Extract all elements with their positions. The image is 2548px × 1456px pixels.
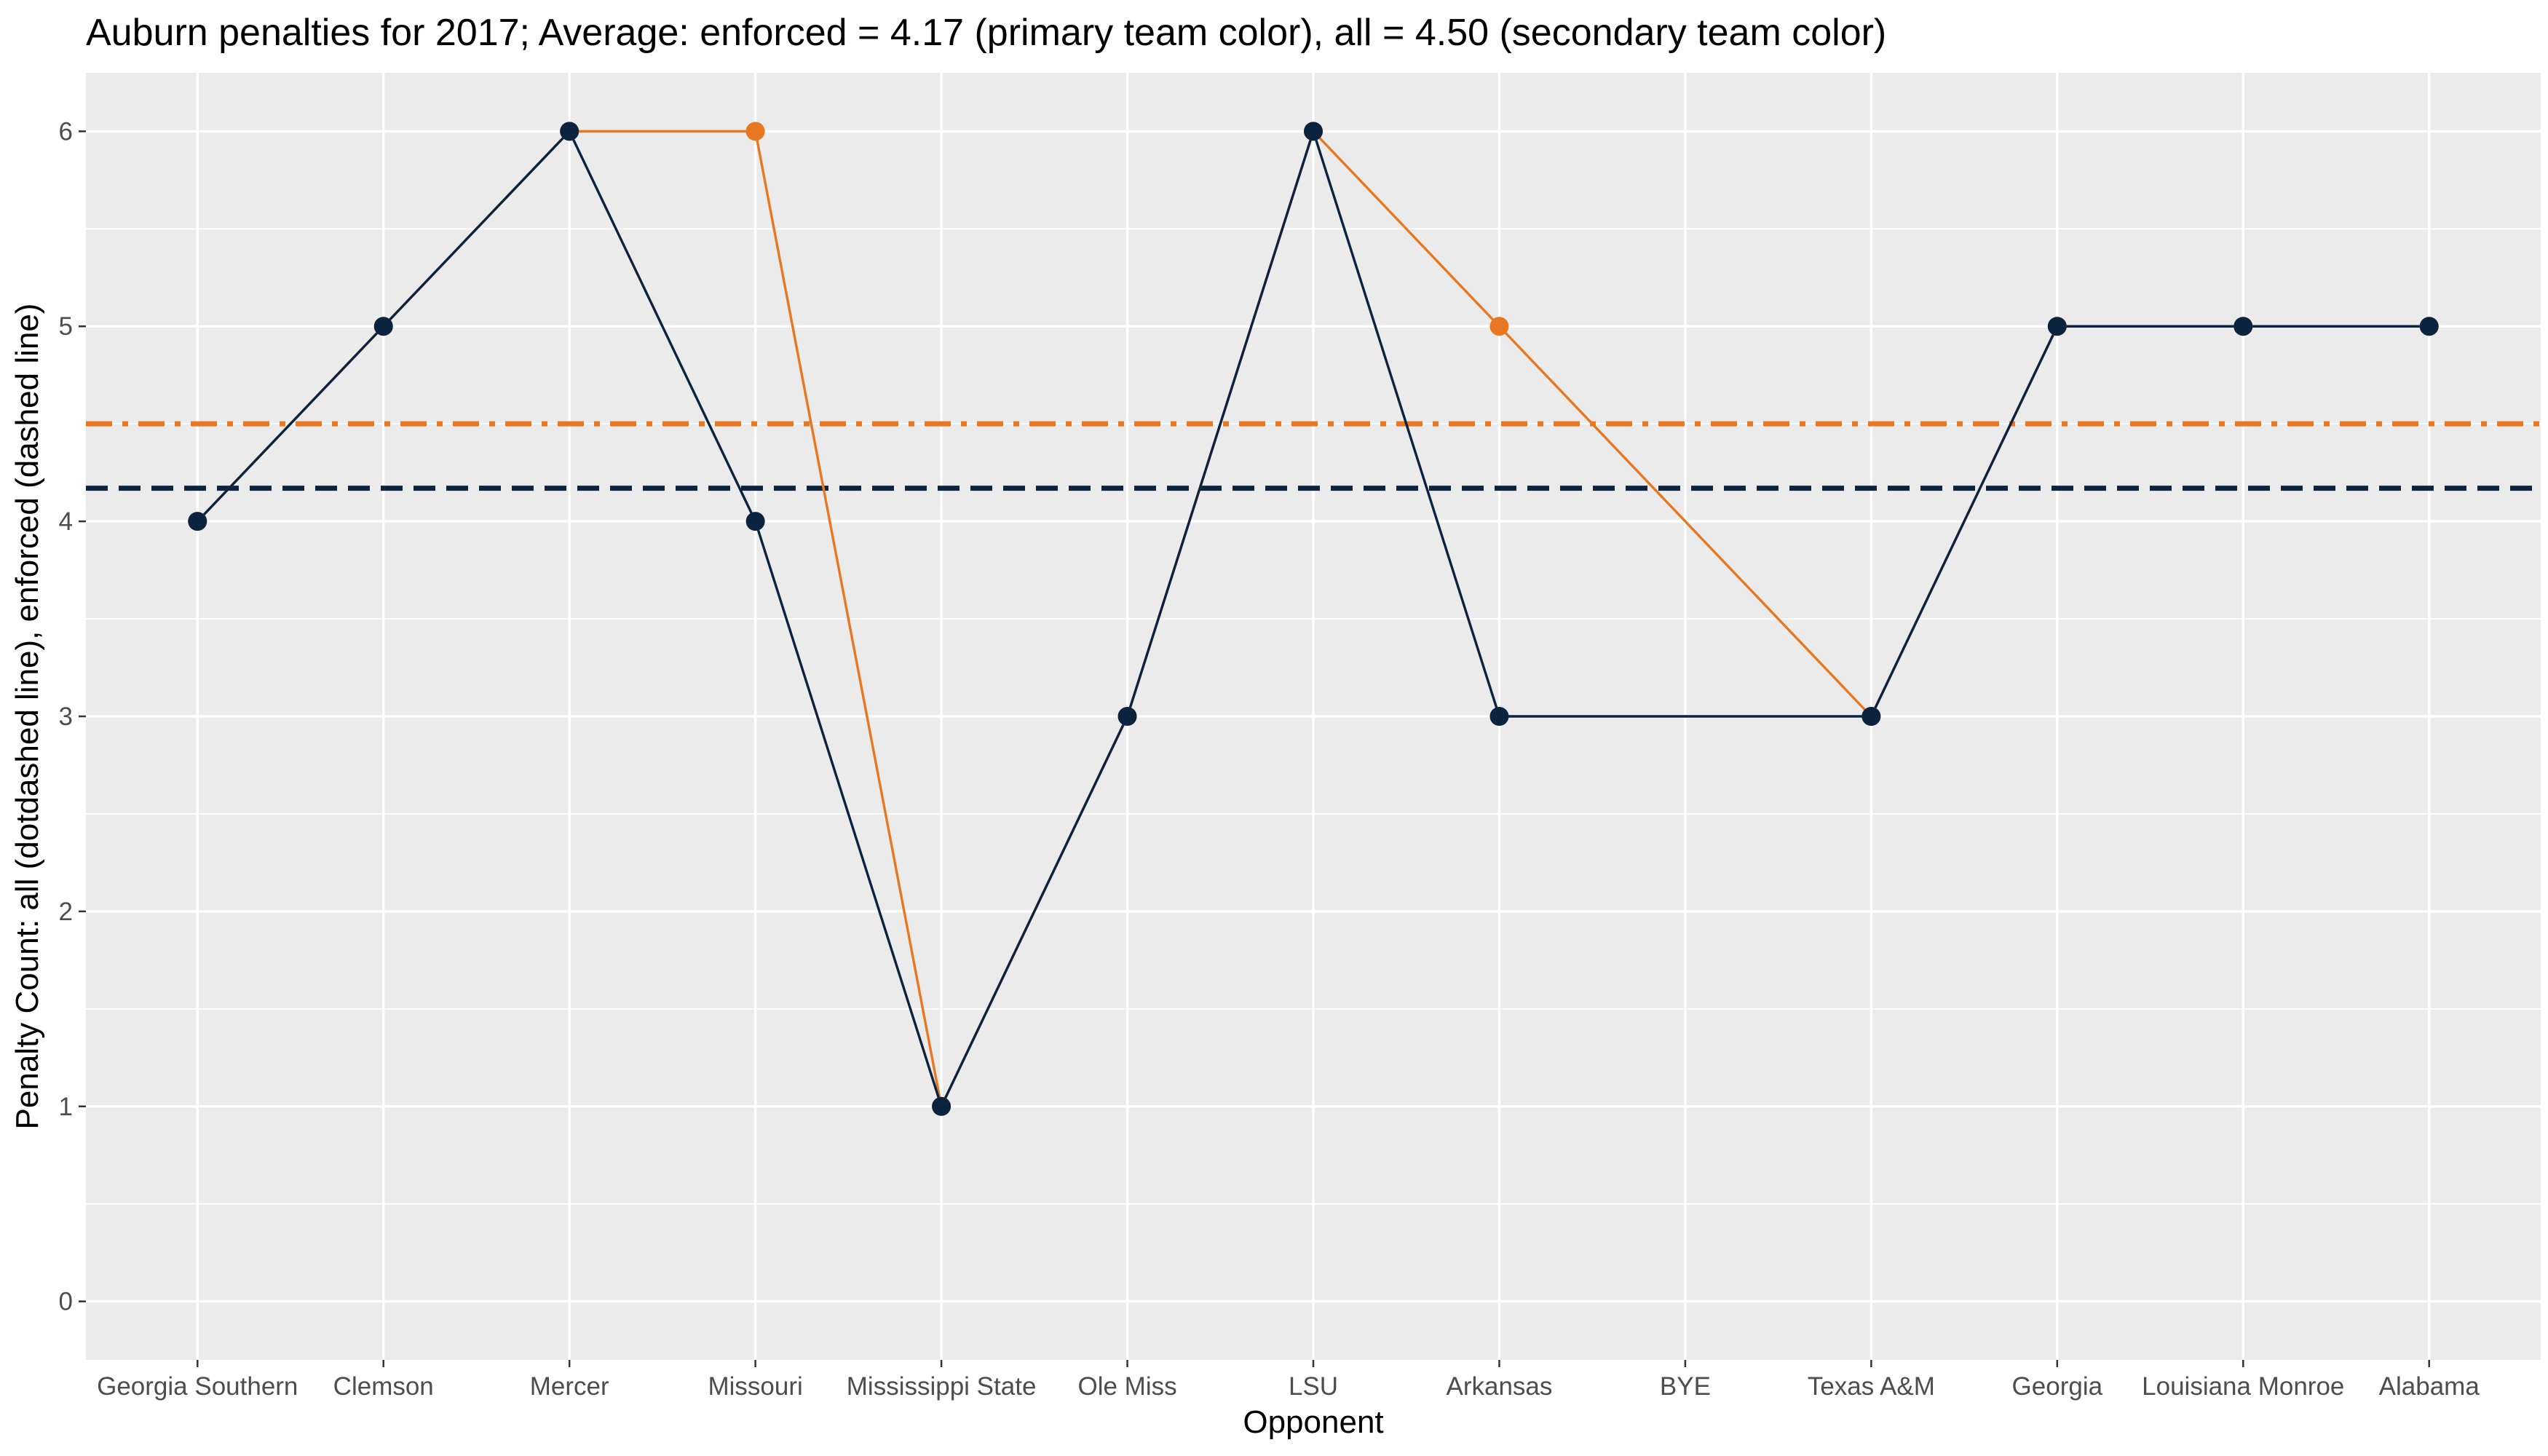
y-tick-label: 1 xyxy=(59,1093,73,1121)
x-tick-label: Mercer xyxy=(530,1372,609,1401)
data-point xyxy=(745,122,765,141)
y-tick-label: 3 xyxy=(59,703,73,731)
data-point xyxy=(373,317,393,336)
data-point xyxy=(560,122,579,141)
x-axis-ticks: Georgia Southern Clemson Mercer Missouri Mis… xyxy=(97,1360,2480,1401)
x-tick-label: Missouri xyxy=(708,1372,802,1401)
y-tick-label: 6 xyxy=(59,117,73,146)
x-tick-label: BYE xyxy=(1660,1372,1711,1401)
x-tick-label: Texas A&M xyxy=(1808,1372,1935,1401)
data-point xyxy=(1304,122,1323,141)
data-point xyxy=(1489,707,1509,726)
data-point xyxy=(932,1096,951,1116)
y-tick-label: 0 xyxy=(59,1288,73,1316)
x-tick-label: Louisiana Monroe xyxy=(2142,1372,2344,1401)
data-point xyxy=(1861,707,1881,726)
y-tick-label: 4 xyxy=(59,507,73,536)
data-point xyxy=(2419,317,2439,336)
data-point xyxy=(2234,317,2253,336)
x-tick-label: Arkansas xyxy=(1447,1372,1553,1401)
data-point xyxy=(188,512,207,531)
x-tick-label: Mississippi State xyxy=(847,1372,1037,1401)
x-tick-label: Georgia Southern xyxy=(97,1372,298,1401)
data-points xyxy=(188,122,2439,1116)
data-point xyxy=(1489,317,1509,336)
x-tick-label: Clemson xyxy=(333,1372,434,1401)
x-axis-title: Opponent xyxy=(1243,1404,1383,1440)
y-tick-label: 2 xyxy=(59,898,73,926)
x-tick-label: Alabama xyxy=(2379,1372,2480,1401)
x-tick-label: LSU xyxy=(1289,1372,1338,1401)
chart-title: Auburn penalties for 2017; Average: enfo… xyxy=(86,12,1886,54)
x-tick-label: Ole Miss xyxy=(1077,1372,1176,1401)
series-lines xyxy=(197,130,2429,1108)
data-point xyxy=(1117,707,1137,726)
y-axis-title: Penalty Count: all (dotdashed line), enf… xyxy=(9,304,45,1130)
average-lines xyxy=(86,421,2541,491)
x-tick-label: Georgia xyxy=(2012,1372,2103,1401)
y-tick-label: 5 xyxy=(59,312,73,341)
series-line xyxy=(197,130,2429,1108)
data-point xyxy=(2047,317,2067,336)
y-axis-ticks: 0 1 2 3 4 5 6 xyxy=(59,117,86,1316)
data-point xyxy=(745,512,765,531)
